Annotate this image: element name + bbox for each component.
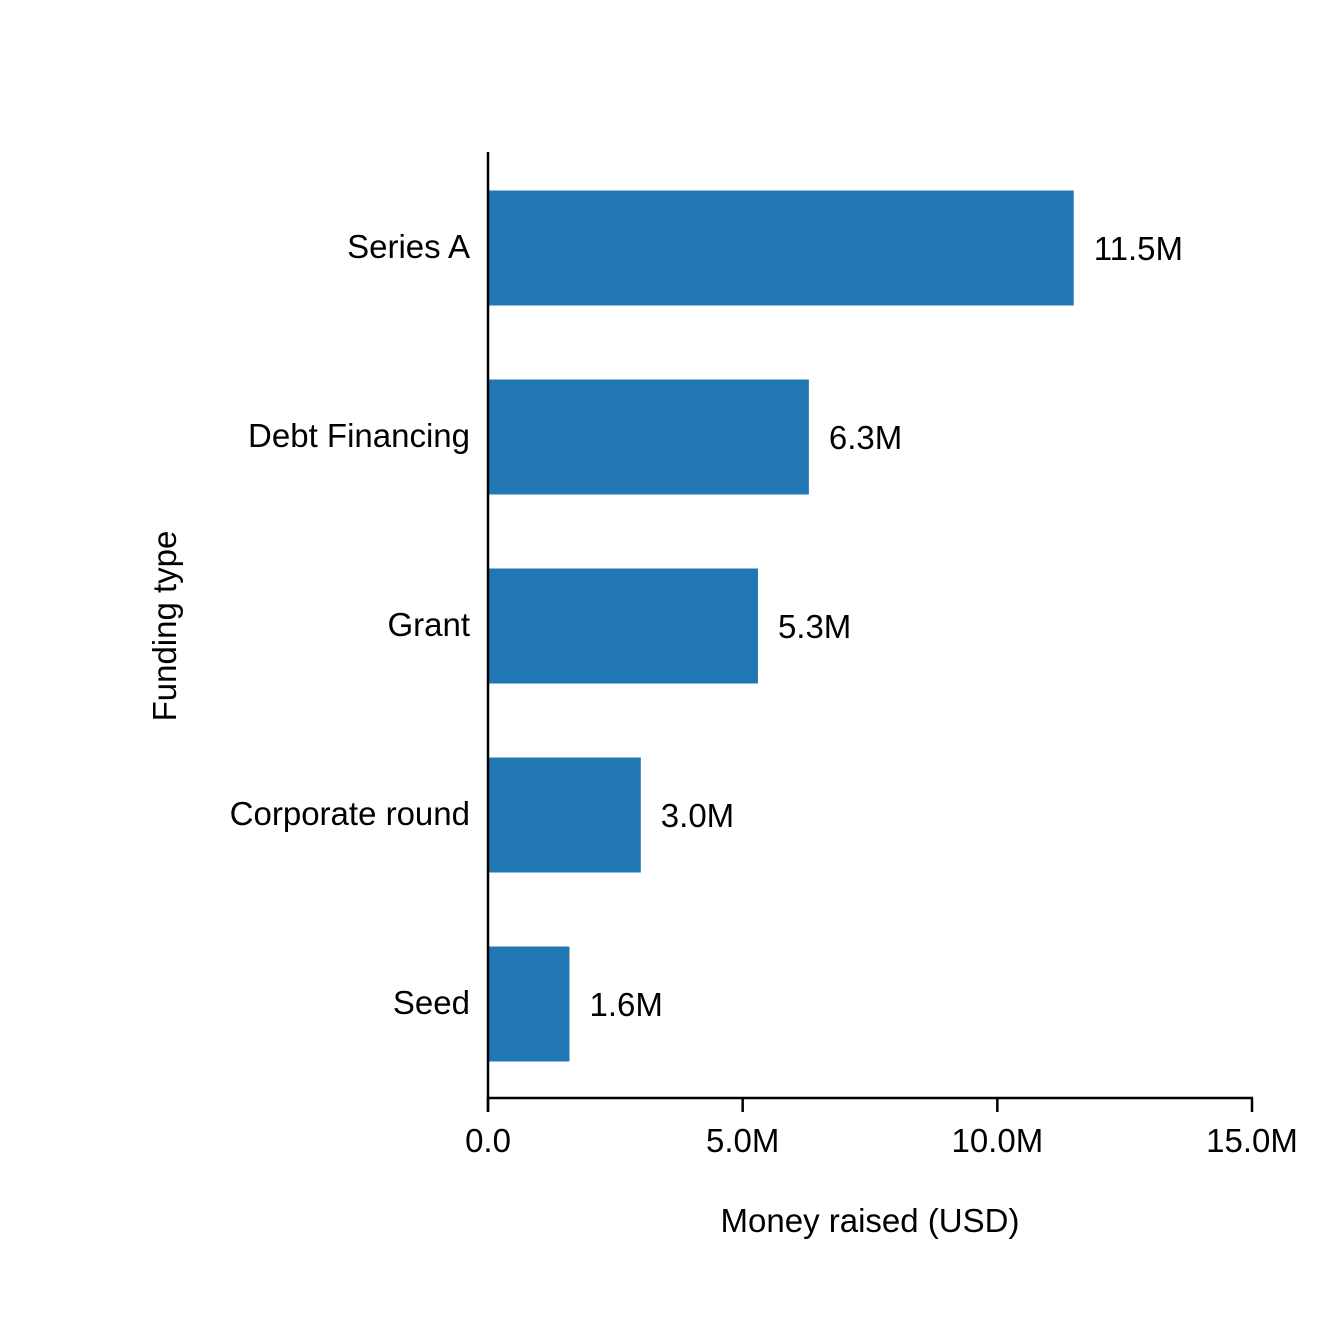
x-tick-label-0: 0.0 — [465, 1122, 511, 1159]
value-labels-group: 11.5M 6.3M 5.3M 3.0M 1.6M — [589, 230, 1183, 1023]
category-labels-group: Series A Debt Financing Grant Corporate rou… — [230, 228, 470, 1021]
bar-2 — [488, 568, 758, 684]
category-label-0: Series A — [347, 228, 470, 265]
category-label-4: Seed — [393, 984, 470, 1021]
bar-value-label-0: 11.5M — [1094, 230, 1183, 267]
axes-group — [486, 152, 1253, 1112]
bar-4 — [488, 946, 570, 1062]
y-axis-title: Funding type — [146, 531, 183, 722]
category-label-3: Corporate round — [230, 795, 470, 832]
x-ticks-group: 0.0 5.0M 10.0M 15.0M — [465, 1098, 1298, 1159]
x-tick-label-1: 5.0M — [706, 1122, 779, 1159]
x-tick-label-2: 10.0M — [951, 1122, 1043, 1159]
category-label-1: Debt Financing — [248, 417, 470, 454]
bars-group — [488, 190, 1074, 1062]
bar-value-label-3: 3.0M — [661, 797, 734, 834]
bar-value-label-1: 6.3M — [829, 419, 902, 456]
x-axis-title: Money raised (USD) — [721, 1202, 1020, 1239]
bar-value-label-4: 1.6M — [589, 986, 662, 1023]
bar-value-label-2: 5.3M — [778, 608, 851, 645]
bar-0 — [488, 190, 1074, 306]
bar-3 — [488, 757, 641, 873]
bar-1 — [488, 379, 809, 495]
category-label-2: Grant — [387, 606, 470, 643]
x-tick-label-3: 15.0M — [1206, 1122, 1298, 1159]
